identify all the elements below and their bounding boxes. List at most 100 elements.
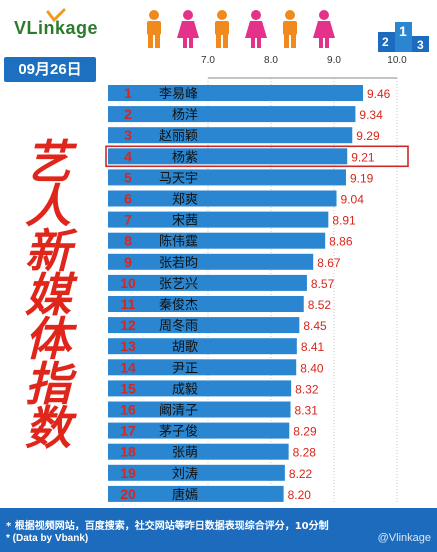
person-female-icon [245,10,267,48]
rank-label: 10 [120,275,136,291]
name-label: 郑爽 [172,193,198,208]
svg-text:2: 2 [382,35,389,49]
person-male-icon [147,10,161,48]
name-label: 宋茜 [172,214,198,229]
name-label: 张艺兴 [159,277,198,292]
bar [108,359,297,376]
podium-icon: 1 2 3 [378,22,429,52]
name-label: 阚清子 [159,404,198,419]
rank-label: 15 [120,380,136,396]
bar [108,253,314,270]
value-label: 9.19 [350,171,374,185]
side-title-char: 人 [25,179,71,234]
value-label: 9.46 [367,87,391,101]
x-tick-label: 10.0 [387,55,407,66]
rank-label: 2 [124,106,132,122]
name-label: 胡歌 [172,340,198,355]
rank-label: 17 [120,423,136,439]
value-label: 8.86 [329,235,353,249]
bar [108,85,363,101]
rank-label: 19 [120,465,136,481]
value-label: 8.20 [288,488,312,502]
date-badge: 09月26日 [4,57,96,82]
value-label: 8.28 [293,446,317,460]
value-label: 8.91 [332,214,356,228]
bar [108,422,290,439]
rank-label: 18 [120,444,136,460]
highlight-box [105,145,409,168]
name-label: 李易峰 [159,87,198,102]
bar [108,317,300,334]
rank-label: 13 [120,338,136,354]
bar [108,401,291,418]
rank-label: 4 [124,148,132,164]
svg-text:1: 1 [399,23,407,39]
rank-label: 1 [124,85,132,101]
value-label: 8.52 [308,298,332,312]
side-title-char: 新 [25,223,71,278]
value-label: 9.29 [356,129,380,143]
person-male-icon [283,10,297,48]
bar [108,464,285,481]
rank-label: 8 [124,233,132,249]
bar [108,148,348,165]
vlinkage-logo [46,8,66,23]
bar [108,232,326,249]
bar [108,338,297,355]
side-title-char: 数 [25,400,71,455]
x-tick-label: 8.0 [264,55,278,66]
bar [108,443,289,460]
value-label: 8.31 [295,404,319,418]
value-label: 8.67 [317,256,341,270]
name-label: 赵丽颖 [159,129,198,144]
name-label: 尹正 [172,361,198,376]
rank-label: 9 [124,254,132,270]
logo-text: VLinkage [14,18,99,38]
value-label: 9.34 [359,108,383,122]
name-label: 张若昀 [159,255,198,271]
value-label: 9.04 [341,193,365,207]
side-title-char: 艺 [25,135,71,189]
rank-label: 11 [121,296,136,312]
side-title-char: 媒 [25,267,71,322]
side-title: 艺 人 新 媒 体 指 数 [18,135,78,455]
svg-text:3: 3 [417,38,424,52]
x-tick-label: 7.0 [201,55,215,66]
rank-label: 14 [120,359,136,375]
value-label: 8.57 [311,277,335,291]
footer: * 根据视频网站，百度搜索，社交网站等昨日数据表现综合评分，10分制 * (Da… [0,508,437,552]
value-label: 8.40 [300,361,324,375]
rank-label: 3 [124,127,132,143]
side-title-char: 体 [25,312,71,367]
person-male-icon [215,10,229,48]
name-label: 成毅 [172,381,198,397]
person-female-icon [313,10,335,48]
name-label: 杨洋 [172,108,198,123]
name-label: 张萌 [172,446,198,461]
name-label: 唐嫣 [172,487,198,503]
value-label: 8.41 [301,340,325,354]
rank-label: 16 [120,402,136,418]
name-label: 马天宇 [159,171,198,186]
rank-label: 20 [120,486,136,502]
rank-label: 12 [120,317,136,333]
footer-note-2: * (Data by Vbank) [6,533,89,544]
bar [108,274,307,291]
name-label: 周冬雨 [159,318,198,334]
rank-label: 6 [124,191,132,207]
person-female-icon [177,10,199,48]
name-label: 刘涛 [172,466,198,482]
bar [108,190,337,207]
value-label: 8.45 [303,319,327,333]
bar [108,127,353,144]
bar [108,169,346,186]
watermark: @Vlinkage [377,532,431,544]
value-label: 8.29 [293,425,317,439]
value-label: 8.22 [289,467,313,481]
people-icons [147,10,335,48]
rank-label: 7 [124,212,132,228]
value-label: 8.32 [295,382,319,396]
bar [108,106,356,123]
bar [108,211,329,228]
